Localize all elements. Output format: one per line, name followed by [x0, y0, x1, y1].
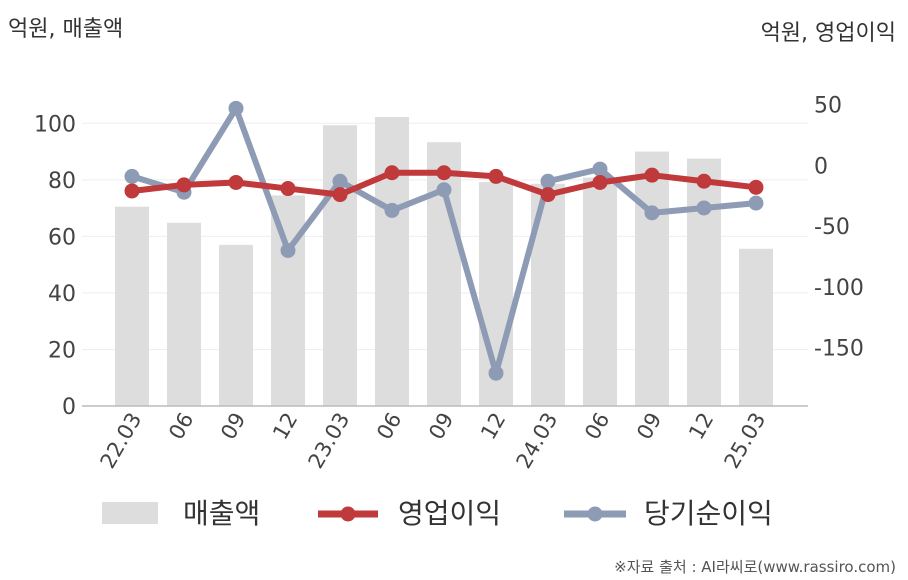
- operating-profit-point: [384, 165, 400, 181]
- x-tick-label: 12: [268, 409, 302, 444]
- left-axis-unit: 억원, 매출액: [8, 17, 123, 42]
- right-axis-unit: 억원, 영업이익: [761, 21, 896, 46]
- x-tick-label: 23.03: [303, 409, 354, 473]
- net-income-point: [592, 161, 608, 177]
- sales-bar: [115, 206, 149, 406]
- sales-bar: [635, 151, 669, 406]
- left-tick-label: 0: [62, 395, 76, 420]
- x-axis-ticks: 22.03 06 09 12 23.03 06 09 12 24.03 06 09 12 25.03: [95, 409, 770, 473]
- legend-swatch-sales: [102, 502, 158, 524]
- x-tick-label: 09: [632, 409, 666, 444]
- operating-profit-point: [488, 168, 504, 184]
- sales-bar: [687, 158, 721, 406]
- operating-profit-point: [748, 179, 764, 195]
- operating-profit-point: [436, 165, 452, 181]
- net-income-point: [228, 100, 244, 116]
- left-tick-label: 100: [34, 112, 76, 137]
- net-income-point: [124, 168, 140, 184]
- sales-bar: [219, 244, 253, 406]
- right-axis-ticks: 50 0 -50 -100 -150: [814, 94, 864, 362]
- x-tick-label: 06: [164, 409, 198, 444]
- x-tick-label: 06: [372, 409, 406, 444]
- right-tick-label: 0: [814, 154, 828, 179]
- operating-profit-point: [228, 174, 244, 190]
- x-tick-label: 09: [424, 409, 458, 444]
- right-tick-label: 50: [814, 94, 842, 119]
- net-income-point: [280, 243, 296, 258]
- operating-profit-point: [332, 187, 348, 203]
- legend-label-operating: 영업이익: [398, 497, 501, 530]
- operating-profit-point: [696, 173, 712, 189]
- net-income-point: [540, 173, 556, 189]
- left-tick-label: 80: [48, 169, 76, 194]
- left-tick-label: 20: [48, 338, 76, 363]
- sales-bar: [427, 142, 461, 406]
- x-tick-label: 12: [684, 409, 718, 444]
- bar-series: [115, 117, 773, 406]
- x-tick-label: 25.03: [719, 409, 770, 473]
- operating-profit-point: [540, 187, 556, 203]
- net-income-point: [332, 173, 348, 189]
- sales-bar: [583, 177, 617, 406]
- right-tick-label: -150: [814, 337, 864, 362]
- operating-profit-point: [592, 174, 608, 190]
- x-tick-label: 12: [476, 409, 510, 444]
- operating-profit-point: [280, 181, 296, 197]
- x-tick-label: 06: [580, 409, 614, 444]
- sales-bar: [323, 125, 357, 406]
- net-income-point: [644, 205, 660, 221]
- sales-bar: [167, 222, 201, 406]
- legend: 매출액 영업이익 당기순이익: [102, 497, 773, 530]
- sales-bar: [739, 248, 773, 406]
- legend-marker-operating: [340, 506, 356, 522]
- operating-profit-point: [124, 183, 140, 199]
- net-income-point: [696, 200, 712, 216]
- right-tick-label: -100: [814, 276, 864, 301]
- source-note: ※자료 출처 : AI라씨로(www.rassiro.com): [614, 558, 896, 576]
- line-series: [124, 100, 764, 381]
- left-tick-label: 60: [48, 225, 76, 250]
- sales-bar: [375, 117, 409, 406]
- x-tick-label: 09: [216, 409, 250, 444]
- legend-marker-net: [587, 506, 603, 522]
- left-axis-ticks: 0 20 40 60 80 100: [34, 112, 76, 420]
- net-income-point: [384, 202, 400, 218]
- net-income-point: [488, 365, 504, 381]
- left-tick-label: 40: [48, 282, 76, 307]
- legend-label-sales: 매출액: [183, 497, 260, 530]
- right-tick-label: -50: [814, 215, 850, 240]
- x-tick-label: 22.03: [95, 409, 146, 473]
- net-income-point: [748, 195, 764, 211]
- legend-label-net: 당기순이익: [644, 497, 773, 530]
- net-income-point: [436, 182, 452, 198]
- sales-bar: [271, 195, 305, 406]
- x-tick-label: 24.03: [511, 409, 562, 473]
- operating-profit-point: [176, 177, 192, 193]
- operating-profit-point: [644, 167, 660, 183]
